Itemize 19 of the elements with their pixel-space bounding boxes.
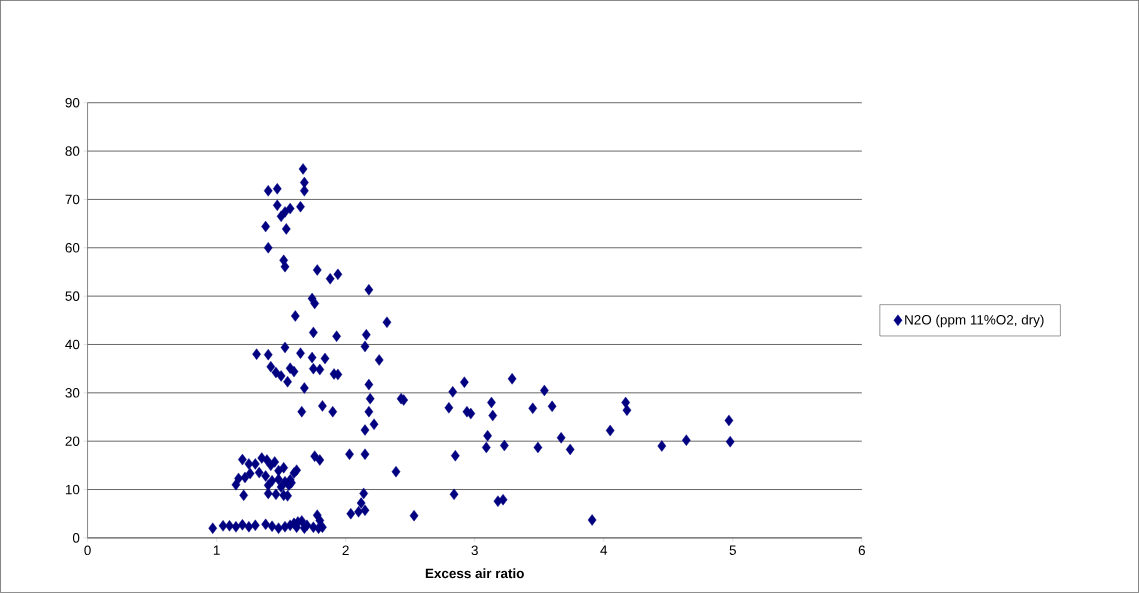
y-tick-label: 30	[65, 388, 80, 398]
x-tick-label: 5	[729, 545, 736, 556]
y-tick-label: 80	[65, 146, 80, 156]
y-tick-label: 50	[65, 291, 80, 301]
y-tick-label: 90	[65, 98, 80, 108]
y-tick-label: 60	[65, 243, 80, 253]
legend-label: N2O (ppm 11%O2, dry)	[905, 314, 1044, 328]
y-tick-label: 70	[65, 194, 80, 205]
x-axis-title: Excess air ratio	[425, 568, 524, 579]
y-tick-label: 20	[65, 436, 80, 447]
y-tick-label: 40	[65, 339, 80, 350]
y-tick-label: 10	[65, 484, 80, 495]
x-tick-label: 3	[471, 545, 478, 556]
x-tick-label: 6	[858, 545, 865, 556]
x-tick-label: 2	[342, 545, 349, 556]
x-tick-label: 4	[600, 545, 608, 555]
x-tick-label: 0	[84, 545, 91, 556]
y-tick-label: 0	[72, 533, 80, 543]
x-tick-label: 1	[213, 545, 220, 555]
